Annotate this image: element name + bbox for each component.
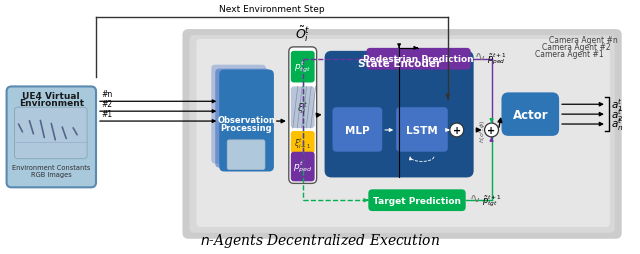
FancyBboxPatch shape [291, 152, 315, 182]
FancyBboxPatch shape [189, 36, 615, 233]
Text: $n$-Agents Decentralized Execution: $n$-Agents Decentralized Execution [200, 231, 441, 249]
FancyBboxPatch shape [215, 69, 270, 168]
Text: +: + [488, 125, 495, 135]
FancyBboxPatch shape [291, 52, 315, 83]
Text: LSTM: LSTM [406, 125, 438, 135]
Circle shape [484, 123, 499, 137]
Text: Target Prediction: Target Prediction [373, 196, 461, 205]
FancyBboxPatch shape [182, 30, 621, 239]
Text: Processing: Processing [220, 124, 272, 133]
FancyBboxPatch shape [368, 189, 466, 211]
FancyBboxPatch shape [220, 70, 274, 172]
FancyBboxPatch shape [291, 87, 315, 129]
FancyBboxPatch shape [333, 108, 382, 152]
Text: $p_{tgt}^t$: $p_{tgt}^t$ [294, 60, 311, 75]
Text: #n: #n [101, 90, 112, 99]
Text: $\tilde{O}_i^t$: $\tilde{O}_i^t$ [295, 24, 310, 44]
Text: $\tilde{p}_{ped}^{t+1}$: $\tilde{p}_{ped}^{t+1}$ [486, 52, 507, 67]
FancyBboxPatch shape [211, 66, 266, 164]
Text: $a_2^t$: $a_2^t$ [611, 106, 623, 123]
Text: MLP: MLP [345, 125, 370, 135]
FancyBboxPatch shape [196, 40, 610, 227]
FancyBboxPatch shape [396, 108, 448, 152]
FancyBboxPatch shape [291, 131, 315, 154]
Text: $\tilde{p}_{tgt}^{t+1}$: $\tilde{p}_{tgt}^{t+1}$ [481, 193, 502, 208]
Text: #1: #1 [101, 110, 112, 119]
FancyBboxPatch shape [502, 93, 559, 136]
Circle shape [450, 123, 464, 137]
Text: Camera Agent #n: Camera Agent #n [549, 36, 618, 45]
FancyBboxPatch shape [15, 108, 87, 159]
Text: Environment Constants
RGB Images: Environment Constants RGB Images [12, 164, 90, 177]
Text: $a_1^t$: $a_1^t$ [611, 97, 623, 113]
Text: $p_{ped}^t$: $p_{ped}^t$ [293, 159, 312, 175]
FancyBboxPatch shape [289, 48, 317, 184]
Text: ∿: ∿ [470, 192, 480, 205]
Text: Camera Agent #1: Camera Agent #1 [535, 50, 604, 59]
Text: Observation: Observation [217, 115, 275, 124]
Text: Environment: Environment [19, 99, 84, 108]
FancyBboxPatch shape [6, 87, 96, 188]
Text: +: + [452, 125, 461, 135]
Text: ∿: ∿ [475, 51, 485, 64]
Text: UE4 Virtual: UE4 Virtual [22, 92, 80, 101]
Text: Camera Agent #2: Camera Agent #2 [542, 43, 611, 52]
Text: $\xi_i^t$: $\xi_i^t$ [297, 99, 308, 116]
Text: $\xi_{i-1}^t$: $\xi_{i-1}^t$ [294, 136, 311, 151]
Text: State Encoder: State Encoder [358, 58, 441, 69]
FancyBboxPatch shape [324, 52, 474, 178]
Text: Pedestrian Prediction: Pedestrian Prediction [363, 55, 474, 64]
Text: $a_n^t$: $a_n^t$ [611, 116, 623, 133]
Text: #2: #2 [101, 100, 112, 109]
Text: Actor: Actor [513, 108, 548, 121]
Text: Next Environment Step: Next Environment Step [219, 5, 324, 14]
Text: $h(o^t,\phi)$: $h(o^t,\phi)$ [477, 119, 488, 142]
FancyBboxPatch shape [366, 49, 470, 70]
FancyBboxPatch shape [227, 140, 265, 170]
